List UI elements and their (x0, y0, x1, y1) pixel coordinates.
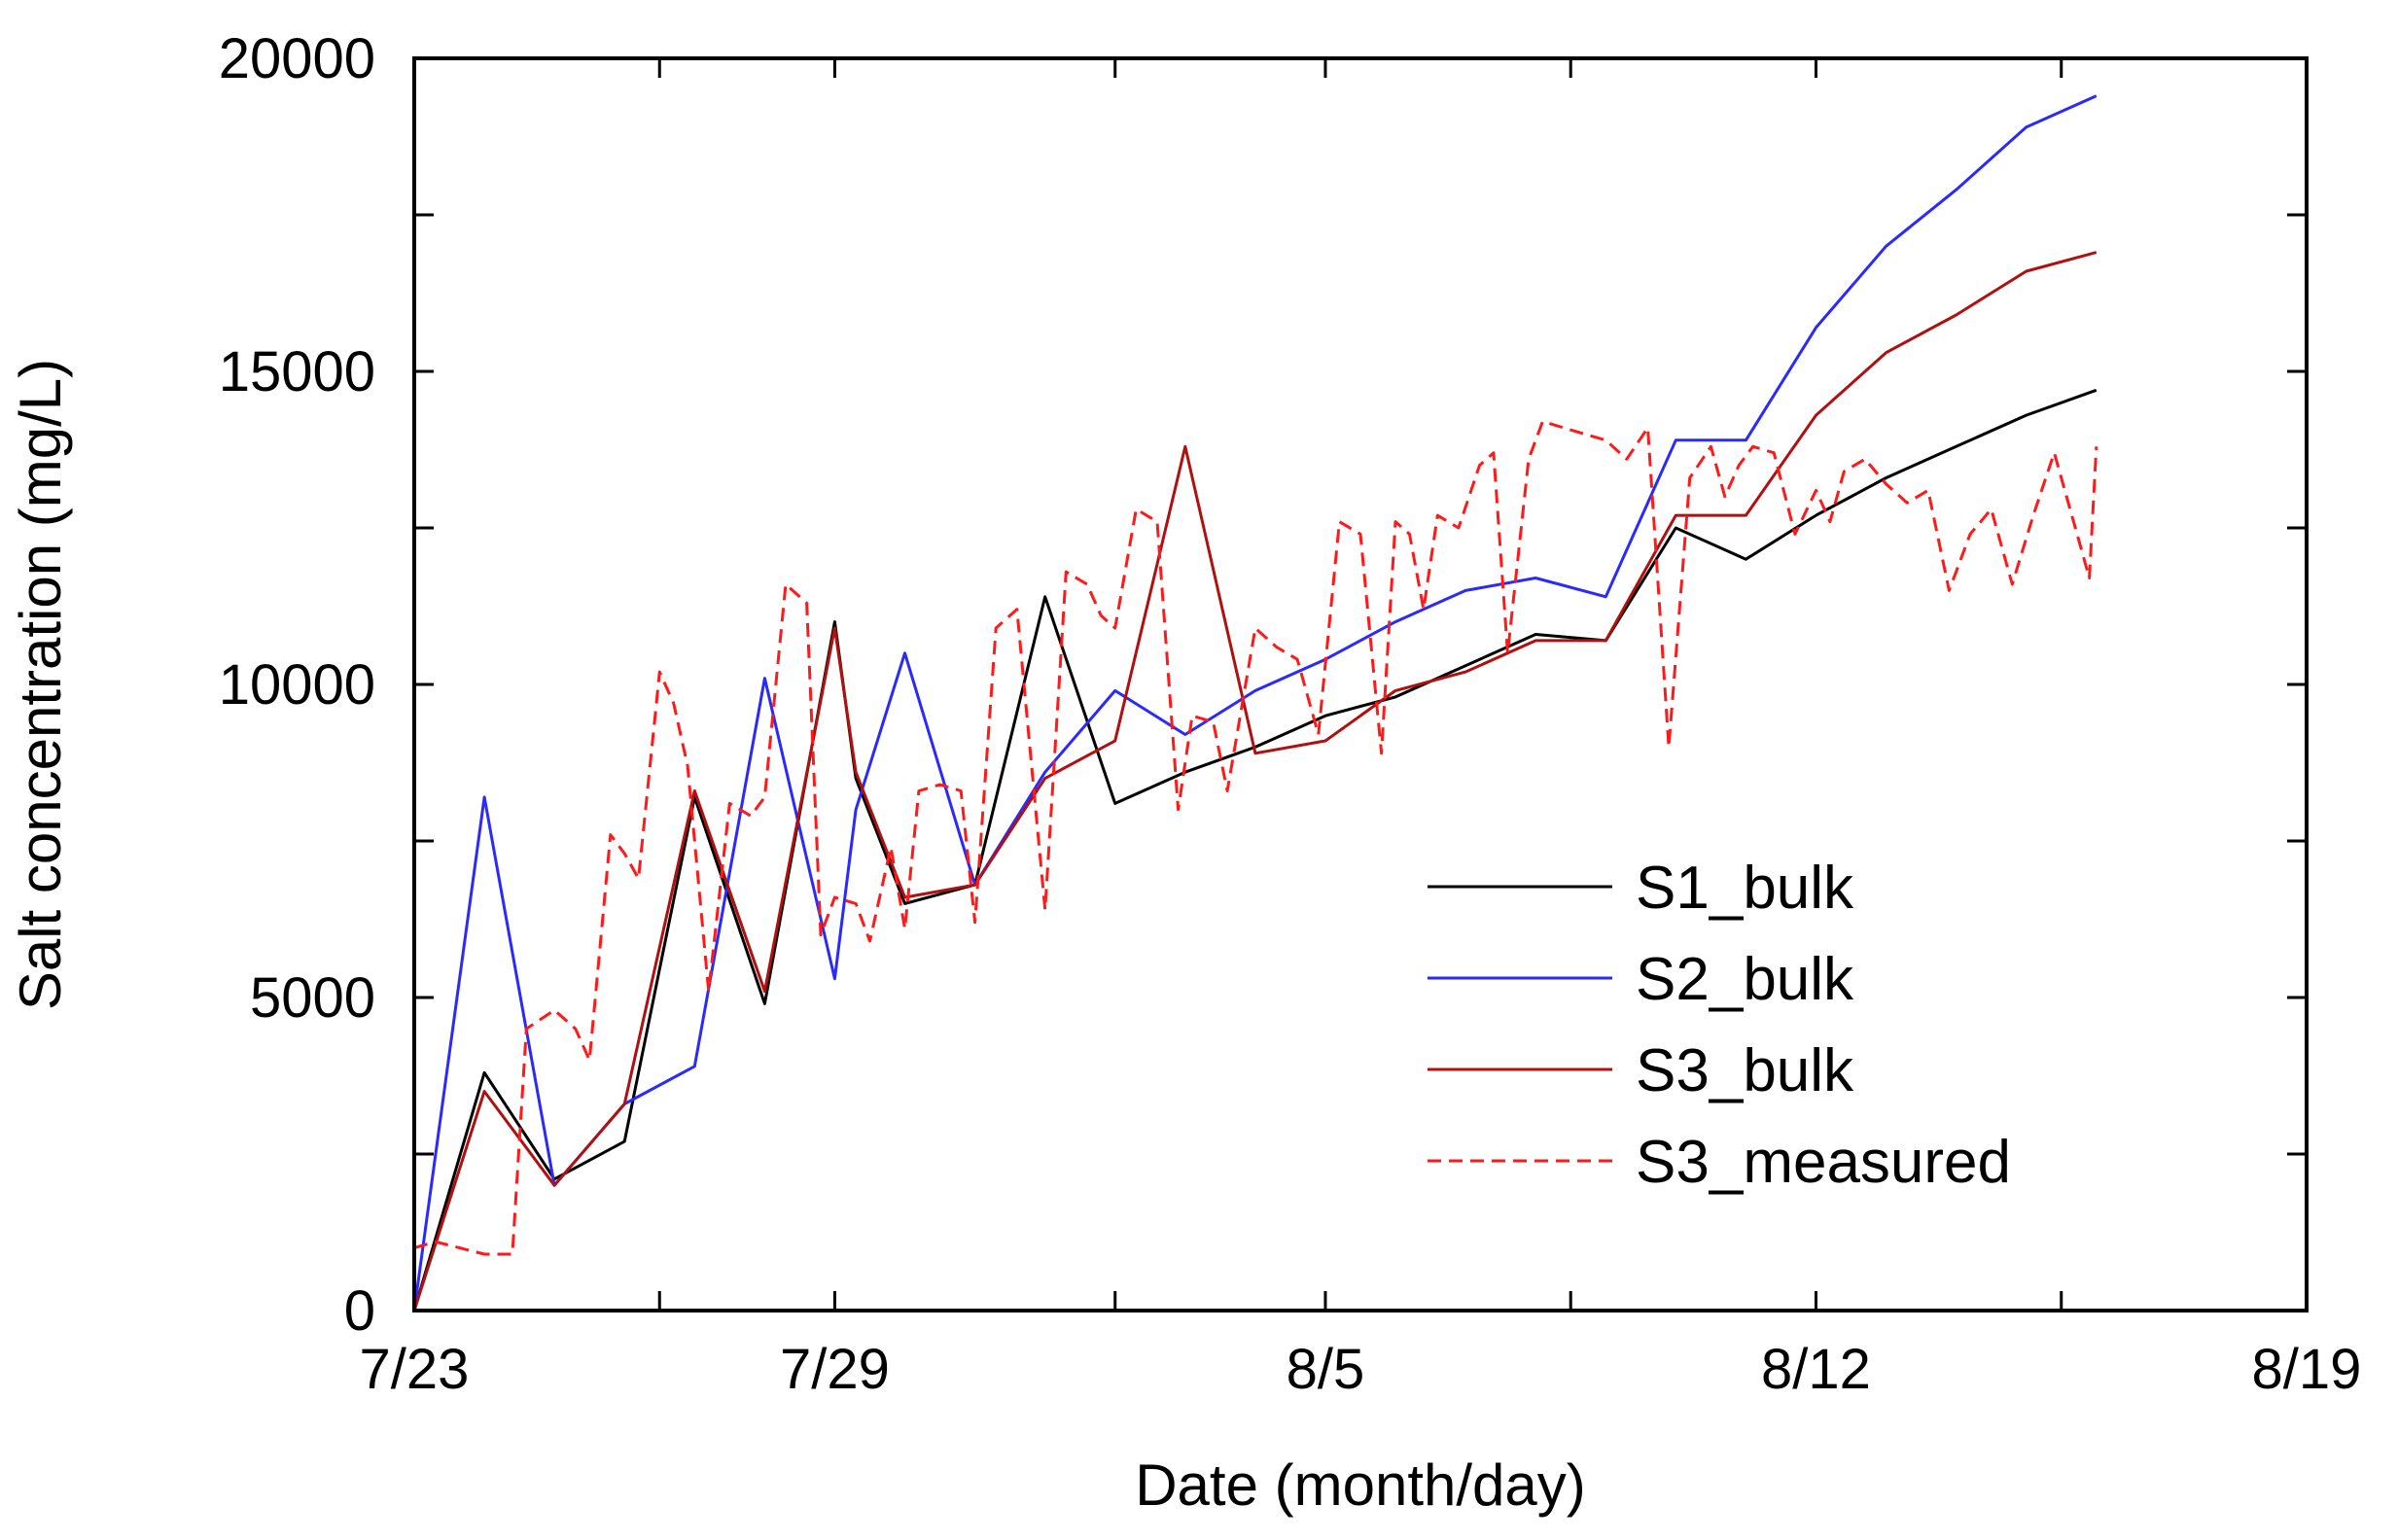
plot-frame (412, 56, 2309, 1312)
x-tick-label: 8/19 (2252, 1338, 2362, 1401)
x-tick-label: 8/5 (1287, 1338, 1365, 1401)
series-line-s2-bulk (412, 94, 2098, 1312)
y-tick-label: 20000 (219, 27, 375, 90)
y-tick-label: 15000 (219, 340, 375, 403)
series-layer (412, 94, 2098, 1312)
tick-labels-layer: 7/23 7/29 8/5 8/12 8/19 0 5000 10000 15000 20000 (219, 27, 2362, 1401)
y-tick-label: 10000 (219, 653, 375, 717)
x-tick-label: 7/29 (780, 1338, 890, 1401)
x-tick-label: 7/23 (360, 1338, 470, 1401)
x-tick-label: 8/12 (1761, 1338, 1871, 1401)
x-axis-title: Date (month/day) (1135, 1452, 1586, 1518)
y-tick-label: 5000 (250, 966, 375, 1030)
ticks-layer (412, 56, 2309, 1312)
series-line-s3-measured (413, 420, 2098, 1256)
legend-label-s1-bulk: S1_bulk (1636, 855, 1854, 922)
series-line-s3-bulk (412, 251, 2098, 1312)
legend-label-s3-bulk: S3_bulk (1636, 1037, 1854, 1104)
y-axis-title: Salt concentration (mg/L) (8, 359, 73, 1010)
legend-label-s2-bulk: S2_bulk (1636, 946, 1854, 1013)
legend-label-s3-measured: S3_measured (1636, 1129, 2011, 1196)
y-tick-label: 0 (344, 1279, 375, 1343)
series-line-s1-bulk (412, 388, 2098, 1312)
legend: S1_bulk S2_bulk S3_bulk S3_measured (1428, 855, 2011, 1196)
